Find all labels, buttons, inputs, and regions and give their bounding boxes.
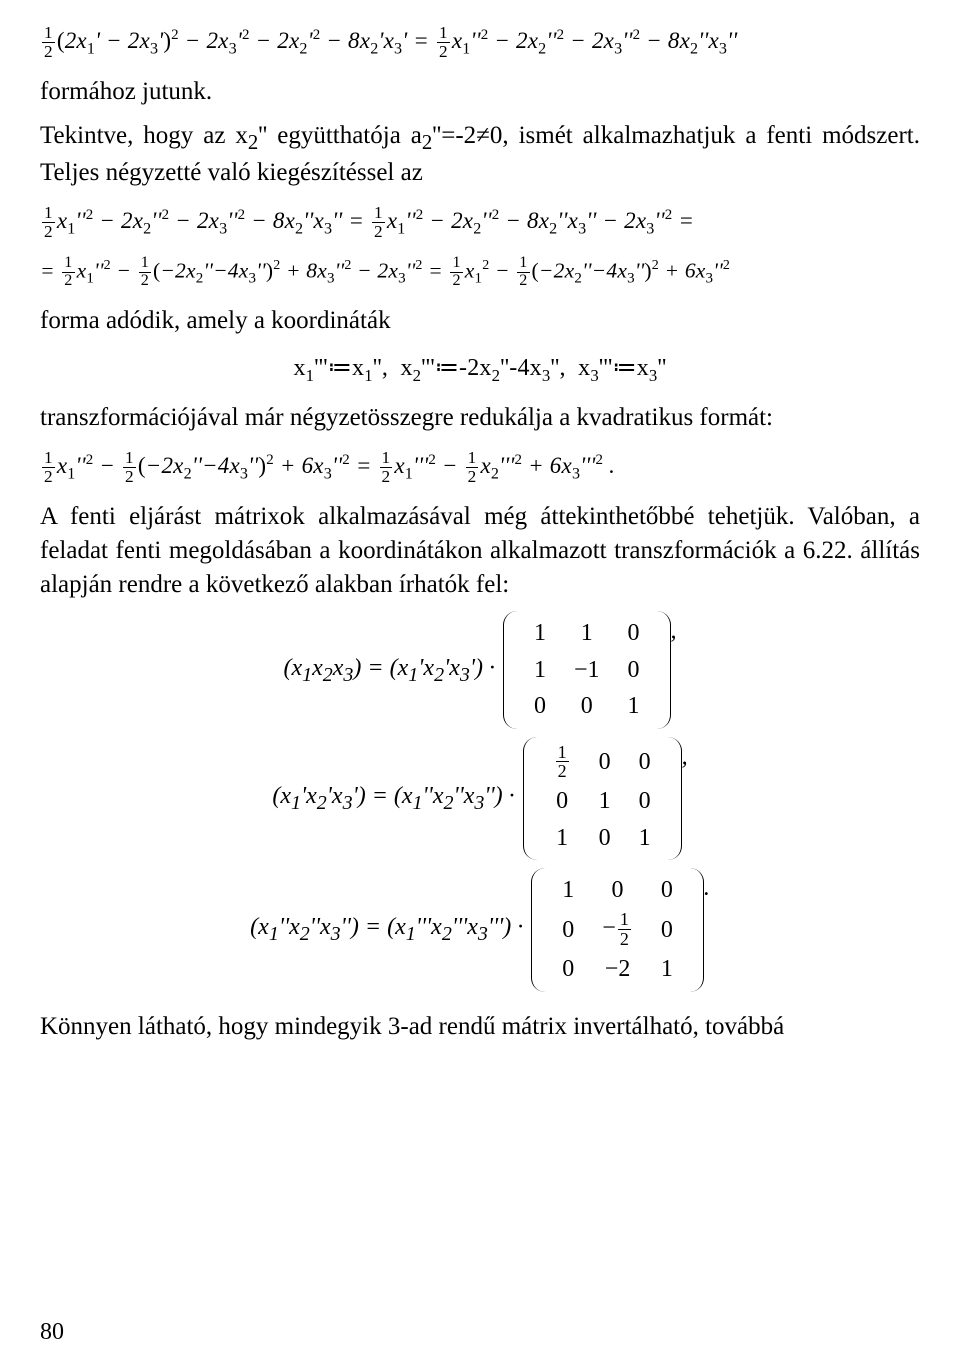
- matrix-2: 1200 010 101: [523, 737, 682, 861]
- equation-2b: = 12x1''2 − 12(−2x2''−4x3'')2 + 8x3''2 −…: [40, 255, 920, 290]
- matrix-2-trail: ,: [682, 741, 688, 773]
- matrix-eq-2: (x1'x2'x3') = (x1''x2''x3'') · 1200 010 …: [40, 737, 920, 861]
- paragraph-5: A fenti eljárást mátrixok alkalmazásával…: [40, 500, 920, 601]
- matrix-1-trail: ,: [671, 615, 677, 647]
- paragraph-3: forma adódik, amely a koordináták: [40, 304, 920, 338]
- equation-2a: 12x1''2 − 2x2''2 − 2x3''2 − 8x2''x3'' = …: [40, 204, 920, 241]
- paragraph-4: transzformációjával már négyzetösszegre …: [40, 401, 920, 435]
- paragraph-1: formához jutunk.: [40, 75, 920, 109]
- page: 12(2x1' − 2x3')2 − 2x3'2 − 2x2'2 − 8x2'x…: [0, 0, 960, 1364]
- matrix-1: 110 1−10 001: [503, 611, 671, 728]
- page-number: 80: [40, 1316, 64, 1348]
- equation-4: 12x1''2 − 12(−2x2''−4x3'')2 + 6x3''2 = 1…: [40, 449, 920, 486]
- matrix-eq-1: (x1x2x3) = (x1'x2'x3') · 110 1−10 001 ,: [40, 611, 920, 728]
- matrix-3: 100 0−120 0−21: [531, 868, 704, 992]
- paragraph-2: Tekintve, hogy az x2'' együtthatója a2''…: [40, 119, 920, 190]
- matrix-eq-3: (x1''x2''x3'') = (x1'''x2'''x3''') · 100…: [40, 868, 920, 992]
- paragraph-6: Könnyen látható, hogy mindegyik 3-ad ren…: [40, 1010, 920, 1044]
- equation-1: 12(2x1' − 2x3')2 − 2x3'2 − 2x2'2 − 8x2'x…: [40, 24, 920, 61]
- matrix-3-trail: .: [704, 872, 710, 904]
- equation-3: x1'''≔x1'', x2'''≔-2x2''-4x3'', x3'''≔x3…: [40, 352, 920, 387]
